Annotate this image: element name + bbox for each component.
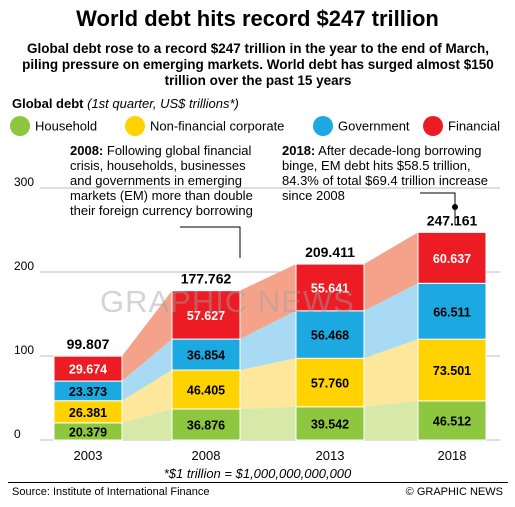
data-label-government-2003: 23.373 (69, 385, 107, 399)
bar-segment-financial-2013 (295, 263, 365, 312)
area-financial-1 (240, 264, 296, 340)
data-label-household-2018: 46.512 (433, 414, 471, 428)
bar-segment-non-financial-corporate-2018 (417, 338, 487, 402)
bar-segment-financial-2003 (53, 355, 123, 382)
legend-item-financial: Financial (423, 116, 500, 136)
area-financial-0 (122, 290, 172, 382)
bar-segment-household-2008 (171, 408, 241, 441)
annotation-2008-year: 2008: (70, 143, 104, 158)
footnote: *$1 trillion = $1,000,000,000,000 (163, 466, 352, 481)
data-label-non-financial-corporate-2003: 26.381 (69, 406, 107, 420)
annotation-2018-dot (452, 204, 458, 210)
legend-item-non-financial-corporate: Non-financial corporate (125, 116, 284, 136)
subtitle: Global debt rose to a record $247 trilli… (22, 41, 494, 88)
page-title: World debt hits record $247 trillion (76, 6, 439, 31)
total-label-2003: 99.807 (67, 336, 110, 352)
annotation-2008-text: Following global financial crisis, house… (70, 143, 253, 218)
x-tick-label-2008: 2008 (192, 448, 221, 463)
area-household-2 (364, 400, 418, 440)
data-label-government-2013: 56.468 (311, 329, 349, 343)
total-label-2013: 209.411 (305, 244, 355, 260)
area-non-financial-corporate-0 (122, 370, 172, 423)
legend-item-government: Government (313, 116, 410, 136)
legend-item-household: Household (10, 116, 97, 136)
source-note: Source: Institute of International Finan… (12, 486, 210, 498)
bar-segment-government-2018 (417, 282, 487, 340)
annotation-2008: 2008: Following global financial crisis,… (70, 143, 255, 218)
bottom-divider (8, 482, 508, 483)
area-household-0 (122, 409, 172, 440)
legend-swatch-household (10, 116, 30, 136)
annotation-2018-year: 2018: (282, 143, 316, 158)
annotation-2018-leader (420, 192, 456, 225)
data-label-government-2018: 66.511 (433, 305, 471, 319)
y-tick-label: 0 (14, 427, 21, 441)
legend-swatch-government (313, 116, 333, 136)
annotation-2018-text: After decade-long borrowing binge, EM de… (282, 143, 488, 203)
x-tick-label-2013: 2013 (316, 448, 345, 463)
chart-units-note: (1st quarter, US$ trillions*) (87, 96, 239, 111)
data-label-household-2008: 36.876 (187, 419, 225, 433)
legend-label-household: Household (35, 118, 98, 134)
data-label-household-2003: 20.379 (69, 425, 107, 439)
data-label-household-2013: 39.542 (311, 417, 349, 431)
data-label-financial-2013: 55.641 (311, 281, 349, 295)
area-financial-2 (364, 232, 418, 311)
chart-label: Global debt (12, 96, 84, 111)
watermark: GRAPHIC NEWS (100, 284, 355, 319)
annotation-2008-leader (180, 226, 241, 258)
y-tick-label: 200 (14, 259, 34, 273)
annotation-2018: 2018: After decade-long borrowing binge,… (282, 143, 492, 203)
data-label-non-financial-corporate-2013: 57.760 (311, 377, 349, 391)
total-label-2018: 247.161 (427, 212, 478, 228)
legend-label-non-financial-corporate: Non-financial corporate (150, 118, 285, 134)
area-government-2 (364, 283, 418, 359)
copyright: © GRAPHIC NEWS (405, 486, 503, 498)
area-household-1 (240, 406, 296, 440)
bar-segment-financial-2018 (417, 231, 487, 284)
area-non-financial-corporate-2 (364, 339, 418, 407)
data-label-financial-2008: 57.627 (187, 309, 225, 323)
bar-segment-government-2013 (295, 310, 365, 359)
legend-label-government: Government (338, 118, 410, 134)
data-label-financial-2003: 29.674 (69, 363, 107, 377)
legend-swatch-financial (423, 116, 443, 136)
area-non-financial-corporate-1 (240, 358, 296, 410)
y-tick-label: 100 (14, 343, 34, 357)
legend-label-financial: Financial (448, 118, 501, 134)
x-tick-label-2018: 2018 (438, 448, 467, 463)
area-government-1 (240, 310, 296, 371)
bar-segment-non-financial-corporate-2008 (171, 369, 241, 410)
bar-segment-government-2008 (171, 338, 241, 371)
legend-swatch-non-financial-corporate (125, 116, 145, 136)
data-label-government-2008: 36.854 (187, 349, 225, 363)
data-label-financial-2018: 60.637 (433, 252, 471, 266)
data-label-non-financial-corporate-2008: 46.405 (187, 384, 225, 398)
y-tick-label: 300 (14, 175, 34, 189)
total-label-2008: 177.762 (181, 271, 232, 287)
chart-label-block: Global debt (1st quarter, US$ trillions*… (12, 96, 239, 111)
area-government-0 (122, 339, 172, 401)
data-label-non-financial-corporate-2018: 73.501 (433, 364, 471, 378)
bar-segment-financial-2008 (171, 290, 241, 340)
x-tick-label-2003: 2003 (74, 448, 103, 463)
